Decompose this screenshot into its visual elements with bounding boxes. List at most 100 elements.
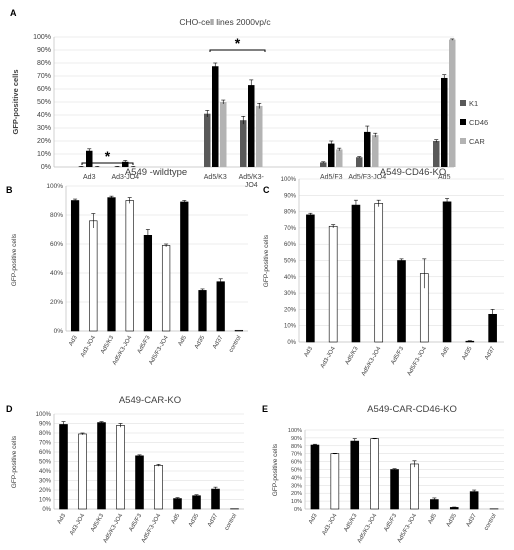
- y-tick-label: 0%: [294, 507, 302, 513]
- y-tick-label: 10%: [37, 151, 51, 158]
- significance-bracket: [81, 162, 134, 165]
- x-tick-label: Ad5/K3: [100, 334, 115, 355]
- x-tick-label: Ad5: [177, 334, 188, 347]
- y-tick-label: 20%: [37, 138, 51, 145]
- x-tick-label: Ad3-JO4: [69, 512, 86, 536]
- x-tick-label: Ad5/K3-JO4: [103, 512, 125, 544]
- y-tick-label: 10%: [284, 324, 297, 330]
- bar: [442, 201, 452, 343]
- y-tick-label: 90%: [37, 47, 51, 54]
- y-axis-label: GFP-positive cells: [263, 234, 270, 287]
- bar: [306, 214, 315, 343]
- chart-title: A549-CAR-KO: [119, 395, 181, 406]
- legend-swatch: [460, 119, 466, 125]
- x-tick-label: Ad5/F3-JO4: [407, 345, 429, 377]
- y-tick-label: 90%: [39, 422, 52, 428]
- x-tick-label: Ad37: [484, 345, 497, 361]
- bar-k1: [433, 141, 440, 167]
- y-tick-label: 50%: [284, 259, 297, 265]
- significance-star: *: [235, 35, 241, 51]
- bar-car: [336, 149, 343, 167]
- bar: [173, 498, 182, 510]
- y-tick-label: 100%: [46, 183, 63, 190]
- x-tick-label: Ad3: [83, 174, 96, 181]
- y-tick-label: 80%: [291, 444, 302, 450]
- x-tick-label: Ad5/F3-JO4: [148, 334, 170, 366]
- bar-cd46: [328, 143, 335, 167]
- chart-title: A549-CD46-KO: [380, 167, 447, 178]
- y-tick-label: 80%: [284, 210, 297, 216]
- x-tick-label: Ad37: [466, 512, 479, 528]
- bar: [350, 440, 360, 510]
- panel-c: C A549-CD46-KO 0% 10% 20% 30% 40% 50% 60% 70% 80% 9…: [263, 167, 504, 377]
- bar: [469, 491, 479, 510]
- x-tick-label: Ad35: [446, 512, 459, 528]
- bar: [125, 200, 134, 332]
- bar-car: [449, 39, 456, 167]
- y-tick-label: 0%: [54, 328, 64, 335]
- y-tick-label: 0%: [41, 164, 51, 171]
- panel-letter: A: [10, 8, 17, 18]
- y-tick-label: 10%: [291, 499, 302, 505]
- bar-cd46: [441, 77, 448, 167]
- y-tick-label: 100%: [33, 34, 51, 41]
- panel-a: A CHO-cell lines 2000vp/c 0% 10% 20% 30% 40% 50…: [10, 8, 488, 189]
- x-tick-label: Ad5/K3: [204, 174, 227, 181]
- y-tick-label: 20%: [291, 491, 302, 497]
- x-tick-label: Ad5/F3: [128, 512, 143, 532]
- x-tick-label: Ad35: [194, 334, 207, 350]
- bar-car: [372, 135, 379, 167]
- x-tick-label: Ad5/K3-: [239, 174, 265, 181]
- panel-b: B A549 -wildtype 0% 20% 40% 60% 80% 100% GFP-pos…: [6, 167, 248, 366]
- y-tick-label: 70%: [37, 73, 51, 80]
- chart-title: A549-CAR-CD46-KO: [367, 404, 457, 415]
- y-tick-label: 60%: [291, 460, 302, 466]
- y-tick-label: 20%: [284, 307, 297, 313]
- y-tick-label: 50%: [291, 468, 302, 474]
- bar-cd46: [86, 150, 93, 167]
- y-tick-label: 60%: [37, 86, 51, 93]
- bar: [97, 422, 106, 510]
- y-axis-label: GFP-positive cells: [11, 233, 18, 286]
- y-axis-label: GFP-positive cells: [272, 443, 279, 496]
- x-tick-label: control: [484, 513, 498, 532]
- x-tick-label: Ad5/F3: [383, 512, 398, 532]
- legend-label: CAR: [469, 137, 485, 146]
- bar-k1: [320, 162, 327, 167]
- chart-title: A549 -wildtype: [125, 167, 187, 178]
- bar-cd46: [212, 66, 219, 167]
- bar: [328, 225, 338, 343]
- y-tick-label: 60%: [284, 242, 297, 248]
- bar: [330, 453, 340, 510]
- bar-k1: [204, 113, 211, 167]
- y-tick-label: 20%: [39, 488, 52, 494]
- x-tick-label: Ad35: [461, 345, 474, 361]
- x-tick-label: Ad3-JO4: [322, 512, 339, 536]
- bar-cd46: [364, 131, 371, 167]
- y-tick-label: 60%: [50, 241, 63, 248]
- bar-k1: [356, 157, 363, 167]
- y-tick-label: 60%: [39, 450, 52, 456]
- bar: [116, 425, 125, 510]
- x-tick-label: Ad5: [171, 512, 182, 525]
- y-tick-label: 70%: [284, 226, 297, 232]
- x-tick-label: Ad5/K3: [343, 512, 358, 533]
- bar: [143, 235, 153, 332]
- x-tick-label: Ad5: [438, 174, 451, 181]
- x-tick-label: Ad5/K3-JO4: [357, 512, 379, 544]
- bar: [370, 438, 379, 510]
- x-tick-label: control: [224, 513, 238, 532]
- bar: [192, 495, 201, 510]
- x-tick-label: Ad3-JO4: [80, 334, 97, 358]
- bar: [310, 444, 320, 510]
- x-tick-label: Ad5/K3: [90, 512, 105, 533]
- legend-swatch: [460, 138, 466, 144]
- bar: [198, 290, 207, 332]
- y-tick-label: 30%: [37, 125, 51, 132]
- y-tick-label: 0%: [287, 340, 296, 346]
- panel-letter: E: [262, 404, 268, 414]
- panel-letter: B: [6, 185, 13, 195]
- panel-letter: D: [6, 404, 13, 414]
- x-tick-label: Ad35: [188, 512, 201, 528]
- x-tick-label: Ad5/F3-JO4: [348, 174, 386, 181]
